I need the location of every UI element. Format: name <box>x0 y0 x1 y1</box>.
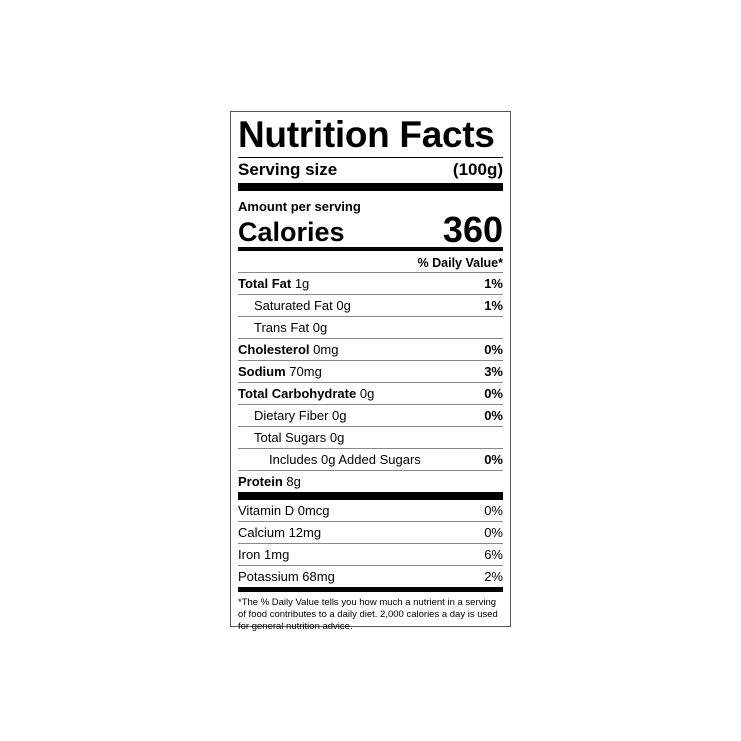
vitamin-row: Potassium 68mg 2% <box>238 565 503 587</box>
serving-size-label: Serving size <box>238 160 338 179</box>
nutrient-row: Total Sugars 0g <box>238 426 503 448</box>
nutrient-row: Dietary Fiber 0g 0% <box>238 404 503 426</box>
nutrient-amount: 0g <box>332 408 347 423</box>
nutrient-name: Includes 0g Added Sugars <box>269 452 421 467</box>
nutrient-row: Saturated Fat 0g 1% <box>238 294 503 316</box>
serving-size-row: Serving size (100g) <box>238 157 503 181</box>
footnote: *The % Daily Value tells you how much a … <box>238 597 498 632</box>
nutrient-row: Cholesterol 0mg 0% <box>238 338 503 360</box>
nutrient-name: Sodium <box>238 364 286 379</box>
nutrient-row: Protein 8g <box>238 470 503 492</box>
nutrient-amount: 0g <box>312 320 328 335</box>
nutrient-daily-value: 0% <box>484 386 503 401</box>
calories-value: 360 <box>442 209 503 250</box>
nutrient-label: Sodium 70mg <box>238 361 322 382</box>
nutrient-row: Total Carbohydrate 0g 0% <box>238 382 503 404</box>
vitamin-row: Vitamin D 0mcg 0% <box>238 500 503 521</box>
daily-value-header: % Daily Value* <box>417 256 503 270</box>
nutrient-label: Saturated Fat 0g <box>238 295 351 316</box>
amount-per-serving: Amount per serving <box>238 199 361 214</box>
nutrient-daily-value: 3% <box>484 364 503 379</box>
nutrient-row: Sodium 70mg 3% <box>238 360 503 382</box>
vitamin-daily-value: 6% <box>484 547 503 562</box>
vitamin-daily-value: 2% <box>484 569 503 584</box>
nutrient-label: Cholesterol 0mg <box>238 339 338 360</box>
nutrient-daily-value: 1% <box>484 298 503 313</box>
nutrient-list: Total Fat 1g 1% Saturated Fat 0g 1% Trans Fa… <box>238 272 503 492</box>
calories-row: Calories 360 <box>238 209 503 250</box>
nutrient-amount: 70mg <box>289 364 322 379</box>
nutrient-name: Protein <box>238 474 283 489</box>
nutrient-daily-value: 0% <box>484 342 503 357</box>
vitamin-label: Potassium 68mg <box>238 569 335 584</box>
vitamin-daily-value: 0% <box>484 503 503 518</box>
label-title: Nutrition Facts <box>238 114 495 155</box>
nutrient-daily-value: 1% <box>484 276 503 291</box>
vitamin-label: Vitamin D 0mcg <box>238 503 330 518</box>
vitamin-label: Iron 1mg <box>238 547 290 562</box>
nutrient-amount: 1g <box>294 276 310 291</box>
vitamin-row: Calcium 12mg 0% <box>238 521 503 543</box>
nutrient-label: Protein 8g <box>238 471 301 492</box>
nutrient-row: Includes 0g Added Sugars 0% <box>238 448 503 470</box>
nutrient-name: Saturated Fat <box>254 298 333 313</box>
nutrient-name: Dietary Fiber <box>254 408 329 423</box>
nutrient-amount: 0g <box>359 386 375 401</box>
nutrient-name: Total Sugars <box>254 430 327 445</box>
vitamin-daily-value: 0% <box>484 525 503 540</box>
vitamin-label: Calcium 12mg <box>238 525 322 540</box>
calories-label: Calories <box>238 217 345 247</box>
nutrient-label: Total Sugars 0g <box>238 427 344 448</box>
nutrition-facts-label: Nutrition Facts Serving size (100g) Amou… <box>230 111 511 632</box>
nutrient-name: Total Carbohydrate <box>238 386 357 401</box>
divider-medium <box>238 587 503 592</box>
divider-thick <box>238 183 503 191</box>
nutrient-label: Trans Fat 0g <box>238 317 327 338</box>
nutrient-amount: 8g <box>286 474 301 489</box>
nutrient-amount: 0g <box>329 430 345 445</box>
serving-size-value: (100g) <box>452 160 503 179</box>
divider-thick <box>238 492 503 500</box>
nutrient-name: Trans Fat <box>254 320 310 335</box>
vitamin-list: Vitamin D 0mcg 0% Calcium 12mg 0% Iron 1mg 6%… <box>238 500 503 587</box>
divider-medium <box>238 247 503 251</box>
nutrient-amount: 0g <box>336 298 351 313</box>
nutrient-name: Cholesterol <box>238 342 310 357</box>
nutrient-label: Includes 0g Added Sugars <box>238 449 421 470</box>
nutrient-row: Total Fat 1g 1% <box>238 272 503 294</box>
nutrient-label: Total Carbohydrate 0g <box>238 383 374 404</box>
nutrient-label: Total Fat 1g <box>238 273 309 294</box>
nutrient-daily-value: 0% <box>484 452 503 467</box>
nutrient-name: Total Fat <box>238 276 292 291</box>
nutrient-daily-value: 0% <box>484 408 503 423</box>
nutrient-row: Trans Fat 0g <box>238 316 503 338</box>
nutrient-label: Dietary Fiber 0g <box>238 405 347 426</box>
vitamin-row: Iron 1mg 6% <box>238 543 503 565</box>
nutrient-amount: 0mg <box>313 342 339 357</box>
